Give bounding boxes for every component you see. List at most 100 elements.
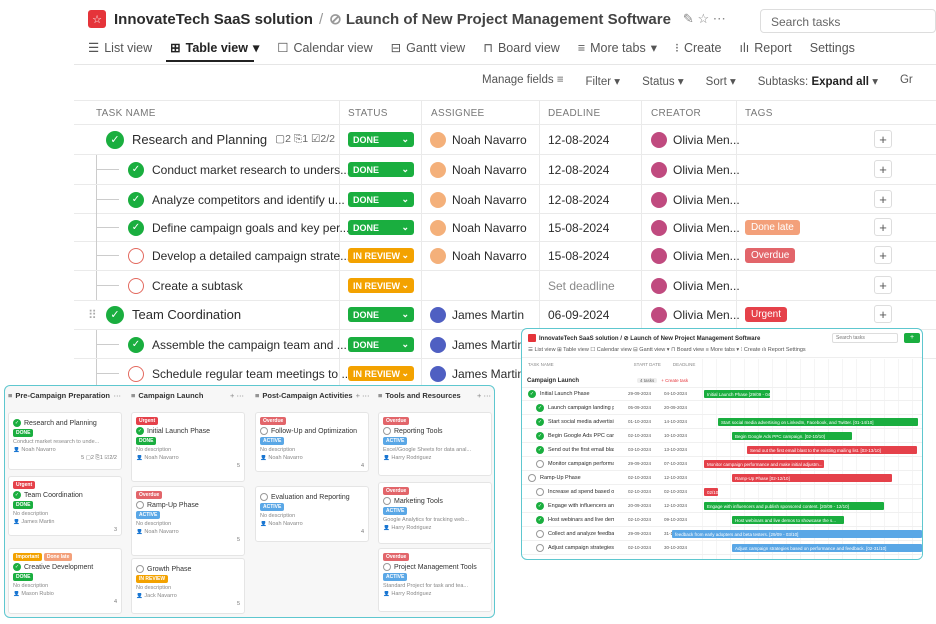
assignee-name[interactable]: Noah Navarro: [452, 132, 527, 147]
report-button[interactable]: ılı Report: [739, 40, 792, 55]
task-check-icon[interactable]: [528, 473, 536, 482]
gantt-task-row[interactable]: ✓ Initial Launch Phase 29-09-2024 04-10-202…: [522, 388, 922, 401]
gantt-bar[interactable]: 02/10: [704, 488, 718, 496]
subtask-name[interactable]: Schedule regular team meetings to ...: [152, 366, 352, 381]
subtask-name[interactable]: Define campaign goals and key per...: [152, 220, 350, 235]
task-check-icon[interactable]: ✓: [536, 431, 544, 440]
check-empty-icon[interactable]: [136, 501, 144, 509]
workspace-name[interactable]: InnovateTech SaaS solution: [114, 10, 313, 28]
tag-urgent[interactable]: Urgent: [136, 417, 159, 425]
task-check-icon[interactable]: [536, 459, 544, 468]
gantt-task-name[interactable]: Start social media advertisin...: [548, 418, 614, 425]
board-card[interactable]: Urgent ✓ Team Coordination DONE No descri…: [8, 476, 122, 536]
tag-done-late[interactable]: Done late: [745, 220, 800, 235]
deadline[interactable]: 12-08-2024: [548, 162, 610, 177]
table-row[interactable]: ⠿ ✓ Team Coordination DONE ⌄ James Martin …: [74, 300, 936, 329]
gantt-bar[interactable]: Engage with influencers and publish spon…: [704, 502, 884, 510]
status-pill[interactable]: DONE: [13, 429, 34, 437]
settings-button[interactable]: Settings: [809, 40, 855, 55]
check-empty-icon[interactable]: [383, 497, 391, 505]
assignee-name[interactable]: Noah Navarro: [452, 220, 527, 235]
status-pill[interactable]: ACTIVE: [136, 511, 161, 519]
board-card[interactable]: Evaluation and Reporting ACTIVE No descr…: [255, 486, 369, 542]
check-empty-icon[interactable]: [383, 563, 391, 571]
task-check-icon[interactable]: ✓: [536, 501, 544, 510]
gantt-bar[interactable]: Host webinars and live demos to showcase…: [732, 516, 844, 524]
check-empty-icon[interactable]: [128, 277, 144, 294]
tab-list-view[interactable]: ☰ List view: [88, 40, 153, 56]
column-header-deadline[interactable]: DEADLINE: [548, 108, 601, 119]
task-check-icon[interactable]: ✓: [536, 417, 544, 426]
subtask-name[interactable]: Develop a detailed campaign strate...: [152, 248, 351, 263]
board-card[interactable]: Important Done late ✓ Creative Developmen…: [8, 548, 122, 614]
tag-urgent[interactable]: Urgent: [13, 481, 36, 489]
create-button[interactable]: ⁝ Create: [674, 40, 722, 56]
task-name[interactable]: Research and Planning: [132, 132, 268, 147]
add-tag-button[interactable]: +: [874, 130, 892, 148]
add-card-icon[interactable]: + ⋯: [477, 390, 491, 400]
task-name[interactable]: Team Coordination: [132, 307, 242, 322]
gantt-task-name[interactable]: Adjust campaign strategies ...: [548, 544, 614, 551]
gantt-task-row[interactable]: Adjust campaign strategies ... 02-10-2024…: [522, 542, 922, 555]
search-input[interactable]: Search tasks: [760, 9, 936, 33]
gantt-task-name[interactable]: Send out the first email blast...: [548, 446, 614, 453]
tag-overdue[interactable]: Overdue: [260, 417, 287, 425]
gantt-bar[interactable]: Send out the first email blast to the ex…: [747, 446, 917, 454]
deadline[interactable]: 12-08-2024: [548, 192, 610, 207]
status-pill[interactable]: DONE ⌄: [348, 337, 414, 352]
task-check-icon[interactable]: [536, 487, 544, 496]
assignee-name[interactable]: Noah Navarro: [452, 162, 527, 177]
deadline[interactable]: 15-08-2024: [548, 248, 610, 263]
check-empty-icon[interactable]: [260, 493, 268, 501]
status-pill[interactable]: DONE ⌄: [348, 192, 414, 207]
status-pill[interactable]: DONE: [136, 437, 157, 445]
assignee-name[interactable]: Noah Navarro: [452, 192, 527, 207]
table-row[interactable]: ✓ Assemble the campaign team and ... DONE…: [74, 330, 936, 359]
add-tag-button[interactable]: +: [874, 218, 892, 236]
favorite-star-icon[interactable]: ☆: [697, 11, 710, 26]
task-check-icon[interactable]: ✓: [536, 445, 544, 454]
status-pill[interactable]: DONE: [13, 501, 34, 509]
check-empty-icon[interactable]: [128, 365, 144, 382]
gantt-task-name[interactable]: Host webinars and live demo...: [548, 516, 614, 523]
status-pill[interactable]: ACTIVE: [383, 437, 408, 445]
board-card[interactable]: Urgent ✓ Initial Launch Phase DONE No des…: [131, 412, 245, 482]
gantt-task-row[interactable]: Ramp-Up Phase 02-10-2024 12-10-2024 Ramp-Up…: [522, 472, 922, 485]
status-pill[interactable]: IN REVIEW ⌄: [348, 366, 414, 381]
add-tag-button[interactable]: +: [874, 190, 892, 208]
deadline[interactable]: 12-08-2024: [548, 132, 610, 147]
filter-button[interactable]: Filter ▾: [585, 76, 621, 88]
manage-fields-button[interactable]: Manage fields ≡: [482, 74, 564, 86]
gantt-task-name[interactable]: Ramp-Up Phase: [540, 474, 581, 481]
table-row[interactable]: ✓ Conduct market research to unders... DO…: [74, 155, 936, 184]
gantt-task-row[interactable]: Increase ad spend based on ... 02-10-2024…: [522, 486, 922, 499]
gantt-task-name[interactable]: Initial Launch Phase: [540, 390, 590, 397]
status-pill[interactable]: ACTIVE: [260, 503, 285, 511]
gantt-task-name[interactable]: Launch campaign landing pa...: [548, 404, 614, 411]
assignee-name[interactable]: James Martin: [452, 366, 525, 381]
create-button[interactable]: +: [904, 333, 920, 343]
tab-gantt-view[interactable]: ⊟ Gantt view: [390, 40, 466, 56]
table-row[interactable]: Create a subtask IN REVIEW ⌄ Set deadline…: [74, 271, 936, 300]
group-button[interactable]: Gr: [899, 74, 913, 86]
column-header-status[interactable]: STATUS: [348, 108, 388, 119]
gantt-task-row[interactable]: ✓ Send out the first email blast... 03-10-…: [522, 444, 922, 457]
deadline[interactable]: 15-08-2024: [548, 220, 610, 235]
tag-overdue[interactable]: Overdue: [383, 417, 410, 425]
status-pill[interactable]: IN REVIEW: [136, 575, 169, 583]
edit-icon[interactable]: ✎: [682, 11, 694, 26]
tab-more-tabs[interactable]: ≡ More tabs ▾: [577, 40, 657, 56]
gantt-task-name[interactable]: Collect and analyze feedbac...: [548, 530, 614, 537]
check-done-icon[interactable]: ✓: [13, 419, 21, 427]
check-empty-icon[interactable]: [383, 427, 391, 435]
status-pill[interactable]: DONE ⌄: [348, 220, 414, 235]
task-check-icon[interactable]: ✓: [536, 403, 544, 412]
gantt-task-row[interactable]: ✓ Start social media advertisin... 01-10-2…: [522, 416, 922, 429]
add-card-icon[interactable]: + ⋯: [355, 390, 370, 400]
check-done-icon[interactable]: ✓: [106, 130, 124, 149]
gantt-bar[interactable]: Adjust campaign strategies based on perf…: [732, 544, 922, 552]
gantt-bar[interactable]: Start social media advertising on Linked…: [718, 418, 918, 426]
assignee-name[interactable]: James Martin: [452, 307, 525, 322]
set-deadline-button[interactable]: Set deadline: [548, 278, 615, 293]
check-done-icon[interactable]: ✓: [136, 427, 144, 435]
